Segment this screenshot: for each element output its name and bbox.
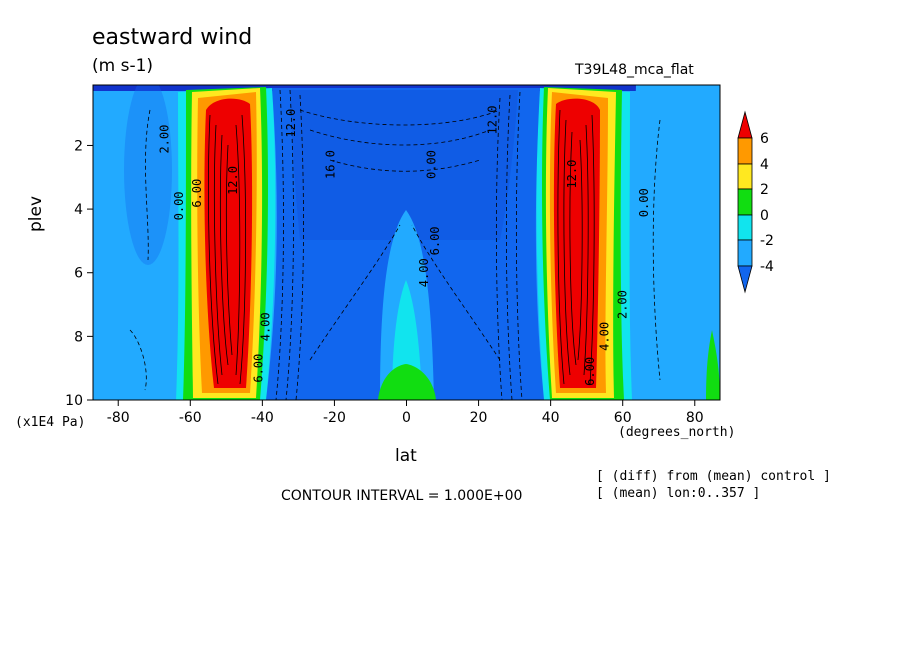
- info-diff-line: [ (diff) from (mean) control ]: [596, 469, 831, 484]
- contour-label: 4.00: [597, 322, 611, 351]
- contour-label: 0.00: [172, 191, 186, 220]
- y-axis-ticks: 2 4 6 8 10: [65, 138, 93, 409]
- colorbar-label: 4: [760, 157, 769, 173]
- contour-label: 6.00: [428, 226, 442, 255]
- contour-label: 2.00: [158, 125, 172, 154]
- contour-label: 6.00: [251, 354, 265, 383]
- x-tick-label: -80: [107, 410, 130, 426]
- colorbar-arrow-bottom: [737, 265, 753, 294]
- contour-fill: [93, 85, 720, 400]
- y-axis-unit: (x1E4 Pa): [15, 415, 86, 430]
- y-tick-label: 8: [74, 329, 83, 345]
- contour-label: 6.00: [583, 357, 597, 386]
- contour-label: 2.00: [615, 290, 629, 319]
- x-tick-label: -20: [323, 410, 346, 426]
- colorbar-label: 6: [760, 131, 769, 147]
- contour-label: 12.0: [226, 166, 240, 195]
- contour-label: 16.0: [323, 150, 337, 179]
- left-jet: [176, 87, 276, 400]
- contour-lines: [208, 109, 595, 385]
- colorbar-label: -4: [760, 259, 774, 275]
- contour-label: 12.0: [486, 106, 500, 135]
- run-id-label: T39L48_mca_flat: [575, 62, 694, 78]
- chart-title: eastward wind: [92, 25, 253, 50]
- x-axis-label: lat: [395, 446, 417, 466]
- contour-lines-negative: [129, 89, 661, 400]
- y-tick-label: 6: [74, 266, 83, 282]
- x-tick-label: 40: [542, 410, 560, 426]
- colorbar-arrow-top: [737, 110, 753, 139]
- x-tick-label: 0: [402, 410, 411, 426]
- y-tick-label: 4: [74, 202, 83, 218]
- x-axis-ticks: -80 -60 -40 -20 0 20 40 60 80: [107, 400, 704, 426]
- central-trough: [266, 88, 544, 400]
- x-tick-label: -60: [179, 410, 202, 426]
- x-tick-label: -40: [251, 410, 274, 426]
- info-mean-line: [ (mean) lon:0..357 ]: [596, 486, 761, 501]
- contour-label: 12.0: [565, 160, 579, 189]
- x-tick-label: 80: [686, 410, 704, 426]
- contour-label: 0.00: [424, 150, 438, 179]
- colorbar: 6 4 2 0 -2 -4: [737, 110, 774, 294]
- x-tick-label: 60: [614, 410, 632, 426]
- right-jet: [536, 87, 632, 400]
- chart-units: (m s-1): [92, 56, 154, 76]
- y-tick-label: 2: [74, 138, 83, 154]
- colorbar-label: -2: [760, 233, 774, 249]
- contour-label: 12.0: [284, 109, 298, 138]
- fill-right-highlat: [633, 85, 720, 400]
- colorbar-label: 2: [760, 182, 769, 198]
- fill-left-patch: [124, 85, 172, 265]
- y-tick-label: 10: [65, 393, 83, 409]
- contour-label: 4.00: [259, 312, 273, 341]
- x-axis-unit: (degrees_north): [618, 425, 736, 440]
- fill-right-edge-green: [706, 330, 720, 400]
- contour-label: 0.00: [637, 188, 651, 217]
- contour-label: 4.00: [417, 258, 431, 287]
- contour-label: 6.00: [190, 179, 204, 208]
- x-tick-label: 20: [470, 410, 488, 426]
- contour-interval-note: CONTOUR INTERVAL = 1.000E+00: [281, 488, 523, 504]
- colorbar-label: 0: [760, 208, 769, 224]
